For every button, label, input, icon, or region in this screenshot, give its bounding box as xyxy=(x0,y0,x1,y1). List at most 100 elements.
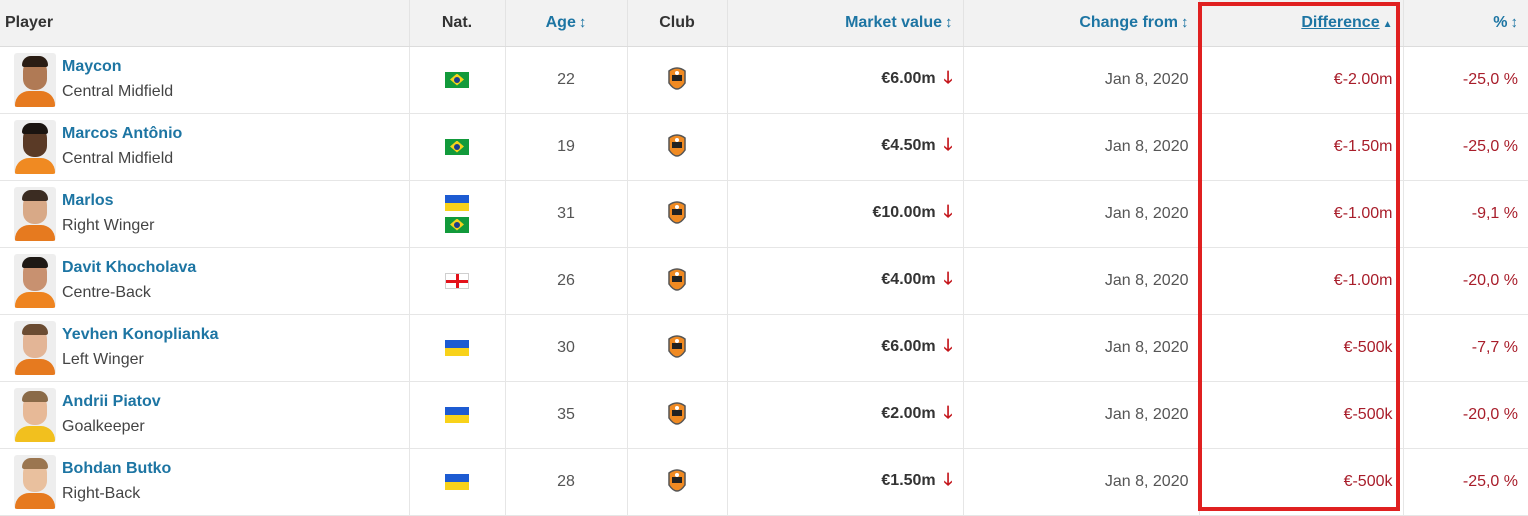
table-row: Andrii Piatov Goalkeeper 35 €2.00m 🡓 Jan … xyxy=(0,381,1528,449)
player-name-link[interactable]: Davit Khocholava xyxy=(62,258,197,276)
down-arrow-icon: 🡓 xyxy=(943,336,953,355)
player-name-link[interactable]: Bohdan Butko xyxy=(62,459,172,477)
market-value-cell: €6.00m 🡓 xyxy=(727,46,964,114)
percent-value: -7,7 % xyxy=(1471,338,1518,356)
difference-value: €-500k xyxy=(1343,405,1393,423)
market-value-link[interactable]: €4.50m xyxy=(881,137,936,154)
sort-ascending-icon: ▲ xyxy=(1382,18,1393,30)
percent-cell: -25,0 % xyxy=(1403,113,1528,181)
player-name-link[interactable]: Maycon xyxy=(62,57,122,75)
header-percent[interactable]: % ↕ xyxy=(1403,0,1528,47)
player-photo[interactable] xyxy=(14,454,56,509)
change-from-cell: Jan 8, 2020 xyxy=(963,46,1200,114)
down-arrow-icon: 🡓 xyxy=(943,135,953,154)
change-from-cell: Jan 8, 2020 xyxy=(963,247,1200,315)
market-value-cell: €10.00m 🡓 xyxy=(727,180,964,248)
header-change-from[interactable]: Change from ↕ xyxy=(963,0,1200,47)
club-logo-icon[interactable] xyxy=(667,333,687,363)
header-club: Club xyxy=(627,0,728,47)
header-market-value[interactable]: Market value ↕ xyxy=(727,0,964,47)
club-logo-icon[interactable] xyxy=(667,65,687,95)
difference-cell: €-500k xyxy=(1199,381,1404,449)
market-value-link[interactable]: €4.00m xyxy=(881,271,936,288)
player-photo[interactable] xyxy=(14,320,56,375)
percent-value: -25,0 % xyxy=(1462,472,1518,490)
percent-value: -20,0 % xyxy=(1462,405,1518,423)
table-header-row: Player Nat. Age ↕ Club Market value ↕ Chan… xyxy=(0,0,1528,47)
player-cell: Marcos Antônio Central Midfield xyxy=(0,113,410,181)
change-from-cell: Jan 8, 2020 xyxy=(963,381,1200,449)
age-cell: 26 xyxy=(505,247,628,315)
player-cell: Davit Khocholava Centre-Back xyxy=(0,247,410,315)
age-cell: 35 xyxy=(505,381,628,449)
club-logo-icon[interactable] xyxy=(667,467,687,497)
difference-value: €-500k xyxy=(1343,338,1393,356)
club-logo-icon[interactable] xyxy=(667,266,687,296)
nationality-flag-icon[interactable] xyxy=(445,272,469,289)
age-cell: 28 xyxy=(505,448,628,516)
nationality-cell xyxy=(409,381,506,449)
market-value-link[interactable]: €6.00m xyxy=(881,70,936,87)
club-logo-icon[interactable] xyxy=(667,400,687,430)
nationality-cell xyxy=(409,113,506,181)
down-arrow-icon: 🡓 xyxy=(943,470,953,489)
player-photo[interactable] xyxy=(14,186,56,241)
player-name-link[interactable]: Marcos Antônio xyxy=(62,124,183,142)
player-photo[interactable] xyxy=(14,52,56,107)
player-photo[interactable] xyxy=(14,253,56,308)
club-cell xyxy=(627,180,728,248)
header-age[interactable]: Age ↕ xyxy=(505,0,628,47)
nationality-flag-icon[interactable] xyxy=(445,339,469,356)
change-from-cell: Jan 8, 2020 xyxy=(963,314,1200,382)
table-row: Yevhen Konoplianka Left Winger 30 €6.00m… xyxy=(0,314,1528,382)
player-photo[interactable] xyxy=(14,119,56,174)
player-name-link[interactable]: Marlos xyxy=(62,191,114,209)
header-nat: Nat. xyxy=(409,0,506,47)
club-logo-icon[interactable] xyxy=(667,199,687,229)
header-difference[interactable]: Difference ▲ xyxy=(1199,0,1404,47)
down-arrow-icon: 🡓 xyxy=(943,68,953,87)
difference-value: €-1.50m xyxy=(1333,137,1393,155)
player-position: Right-Back xyxy=(62,484,141,502)
percent-cell: -25,0 % xyxy=(1403,448,1528,516)
difference-cell: €-500k xyxy=(1199,448,1404,516)
market-value-cell: €4.00m 🡓 xyxy=(727,247,964,315)
nationality-flag-icon[interactable] xyxy=(445,473,469,490)
change-from-cell: Jan 8, 2020 xyxy=(963,113,1200,181)
player-cell: Maycon Central Midfield xyxy=(0,46,410,114)
nationality-flag-icon[interactable] xyxy=(445,194,469,211)
table-row: Davit Khocholava Centre-Back 26 €4.00m 🡓 … xyxy=(0,247,1528,315)
nationality-flag-icon[interactable] xyxy=(445,216,469,233)
nationality-flag-icon[interactable] xyxy=(445,138,469,155)
club-logo-icon[interactable] xyxy=(667,132,687,162)
down-arrow-icon: 🡓 xyxy=(943,269,953,288)
market-value-link[interactable]: €2.00m xyxy=(881,405,936,422)
sort-icon: ↕ xyxy=(578,13,587,31)
difference-value: €-1.00m xyxy=(1333,271,1393,289)
market-value-link[interactable]: €10.00m xyxy=(872,204,936,221)
sort-icon: ↕ xyxy=(945,13,953,31)
nationality-flag-icon[interactable] xyxy=(445,406,469,423)
player-position: Right Winger xyxy=(62,216,155,234)
market-value-link[interactable]: €1.50m xyxy=(881,472,936,489)
player-position: Goalkeeper xyxy=(62,417,145,435)
nationality-cell xyxy=(409,448,506,516)
player-name-link[interactable]: Yevhen Konoplianka xyxy=(62,325,219,343)
market-value-cell: €1.50m 🡓 xyxy=(727,448,964,516)
age-cell: 22 xyxy=(505,46,628,114)
club-cell xyxy=(627,314,728,382)
player-photo[interactable] xyxy=(14,387,56,442)
difference-value: €-500k xyxy=(1343,472,1393,490)
club-cell xyxy=(627,113,728,181)
nationality-flag-icon[interactable] xyxy=(445,71,469,88)
player-name-link[interactable]: Andrii Piatov xyxy=(62,392,161,410)
percent-cell: -25,0 % xyxy=(1403,46,1528,114)
percent-cell: -20,0 % xyxy=(1403,247,1528,315)
down-arrow-icon: 🡓 xyxy=(943,403,953,422)
percent-value: -20,0 % xyxy=(1462,271,1518,289)
age-cell: 30 xyxy=(505,314,628,382)
player-cell: Andrii Piatov Goalkeeper xyxy=(0,381,410,449)
table-row: Maycon Central Midfield 22 €6.00m 🡓 Jan 8… xyxy=(0,46,1528,114)
market-value-link[interactable]: €6.00m xyxy=(881,338,936,355)
player-position: Central Midfield xyxy=(62,82,174,100)
